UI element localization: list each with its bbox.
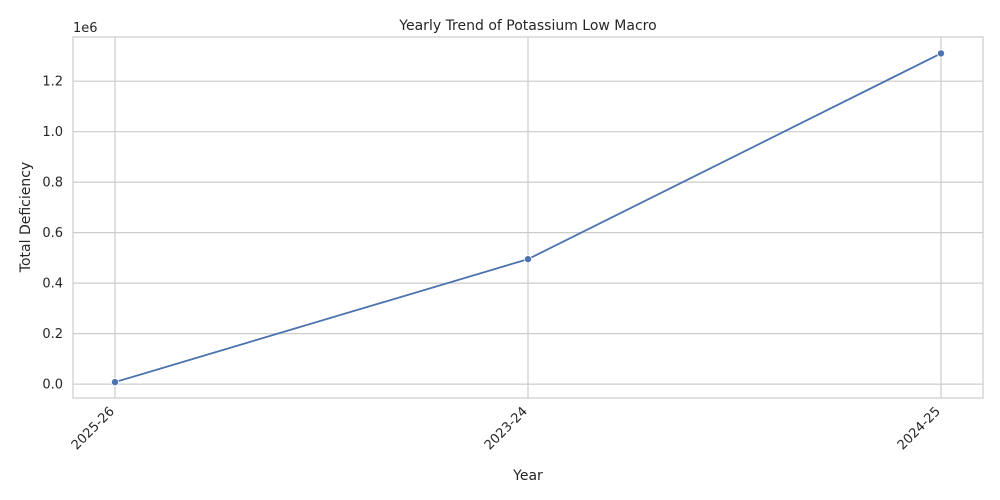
x-axis-label: Year bbox=[512, 468, 543, 484]
y-axis-label: Total Deficiency bbox=[18, 162, 34, 273]
data-point bbox=[937, 49, 946, 58]
series-layer bbox=[111, 49, 946, 387]
data-point bbox=[111, 378, 120, 387]
y-tick-label: 0.2 bbox=[42, 327, 63, 342]
y-tick-label: 0.0 bbox=[42, 378, 63, 393]
y-tick-label: 1.0 bbox=[42, 125, 63, 140]
grid-lines bbox=[73, 37, 983, 398]
x-axis-ticks: 2025-26 2023-24 2024-25 bbox=[69, 404, 944, 453]
y-axis-ticks: 0.0 0.2 0.4 0.6 0.8 1.0 1.2 bbox=[42, 75, 63, 393]
y-tick-label: 0.4 bbox=[42, 277, 63, 292]
y-tick-label: 1.2 bbox=[42, 75, 63, 90]
data-point bbox=[524, 255, 533, 264]
y-tick-label: 0.6 bbox=[42, 226, 63, 241]
plot-frame bbox=[72, 36, 984, 399]
x-tick-label: 2024-25 bbox=[895, 404, 944, 453]
y-tick-label: 0.8 bbox=[42, 176, 63, 191]
x-tick-label: 2025-26 bbox=[69, 404, 118, 453]
chart-title: Yearly Trend of Potassium Low Macro bbox=[398, 18, 656, 34]
x-tick-label: 2023-24 bbox=[482, 404, 531, 453]
y-axis-offset-label: 1e6 bbox=[73, 21, 98, 36]
